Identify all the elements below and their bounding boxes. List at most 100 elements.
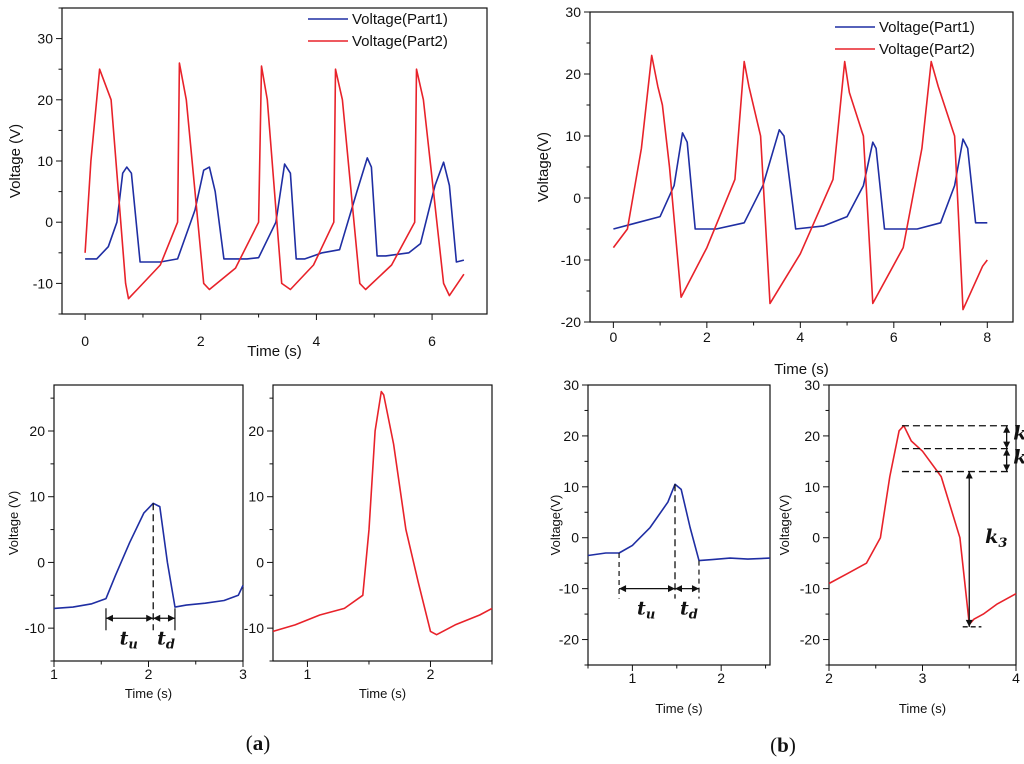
y-tick-label: -10 <box>25 620 45 636</box>
y-tick-label: 10 <box>248 489 264 505</box>
chart-a-bottom-right: 1 2 -10 0 10 20 Time (s) <box>244 384 493 701</box>
y-tick-label: 20 <box>248 423 264 439</box>
tu-label-sub: u <box>646 608 655 623</box>
y-tick-label: 20 <box>37 92 53 108</box>
legend-label: Voltage(Part1) <box>352 11 448 28</box>
y-tick-label: 20 <box>29 423 45 439</box>
y-tick-label: 0 <box>45 214 53 230</box>
y-axis-label: Voltage (V) <box>7 124 24 198</box>
x-tick-label: 4 <box>796 329 804 345</box>
y-tick-label: 0 <box>37 554 45 570</box>
panel-label-open: ( <box>770 733 777 757</box>
y-tick-label: 30 <box>804 377 820 393</box>
y-axis-label: Voltage(V) <box>535 132 552 202</box>
x-tick-label: 0 <box>609 329 617 345</box>
chart-b-bottom-left: 1 2 -20 -10 0 10 20 30 Time (s) Voltage(V) <box>548 377 771 716</box>
arrow-head <box>1003 464 1011 472</box>
k1-label-main: k <box>1013 423 1024 445</box>
x-tick-label: 6 <box>890 329 898 345</box>
y-tick-label: -20 <box>561 314 581 330</box>
x-tick-label: 3 <box>239 666 247 682</box>
k3-label-sub: 3 <box>998 536 1007 551</box>
tu-label: tu <box>120 627 138 652</box>
x-tick-label: 2 <box>197 333 205 349</box>
annotation-a-timing: tu td <box>105 503 176 652</box>
y-tick-label: 20 <box>565 66 581 82</box>
y-tick-label: 10 <box>29 489 45 505</box>
x-axis-label: Time (s) <box>655 701 702 716</box>
x-tick-label: 1 <box>50 666 58 682</box>
arrow-head <box>668 585 676 593</box>
td-label: td <box>680 598 698 623</box>
arrow-head <box>619 585 627 593</box>
plot-frame <box>61 7 488 315</box>
arrow-head <box>1003 425 1011 433</box>
tu-label-main: t <box>637 598 646 620</box>
series-line-trace <box>272 390 493 636</box>
arrow-head <box>146 614 154 622</box>
x-axis-label: Time (s) <box>359 686 406 701</box>
y-tick-label: 0 <box>256 554 264 570</box>
x-tick-label: 2 <box>717 670 725 686</box>
arrow-head <box>675 585 683 593</box>
plot-frame <box>587 384 771 666</box>
chart-b-bottom-right: 2 3 4 -20 -10 0 10 20 30 Time (s) Voltage(V) <box>777 377 1020 716</box>
y-tick-label: 20 <box>563 428 579 444</box>
td-label: td <box>157 627 175 652</box>
tu-label-main: t <box>120 627 129 649</box>
annotation-b-slopes: k1k2k3 <box>901 423 1024 628</box>
panel-label-a: (a) <box>246 731 271 755</box>
tu-label-sub: u <box>128 637 137 652</box>
x-tick-label: 1 <box>304 666 312 682</box>
x-tick-label: 2 <box>145 666 153 682</box>
k1-label: k1 <box>1013 423 1024 448</box>
y-tick-label: 10 <box>804 479 820 495</box>
x-tick-label: 4 <box>313 333 321 349</box>
x-tick-label: 0 <box>81 333 89 349</box>
panel-label-close: ) <box>263 731 270 755</box>
td-label-main: t <box>157 627 166 649</box>
y-tick-label: 0 <box>571 530 579 546</box>
y-tick-label: -20 <box>800 632 820 648</box>
k2-label-main: k <box>1013 447 1024 469</box>
y-axis-label: Voltage (V) <box>6 491 21 555</box>
arrow-head <box>1003 441 1011 449</box>
y-tick-label: -20 <box>559 632 579 648</box>
y-tick-label: 30 <box>565 4 581 20</box>
chart-a-top: 0 2 4 6 -10 0 10 20 30 Time (s) Voltage (V) Voltage… <box>7 7 488 360</box>
y-tick-label: 30 <box>37 31 53 47</box>
y-tick-label: -10 <box>800 581 820 597</box>
arrow-head <box>167 614 175 622</box>
legend-label: Voltage(Part2) <box>879 41 975 58</box>
x-tick-label: 6 <box>428 333 436 349</box>
td-label-main: t <box>680 598 689 620</box>
x-axis-label: Time (s) <box>899 701 946 716</box>
x-tick-label: 3 <box>919 670 927 686</box>
chart-b-top: 0 2 4 6 8 -20 -10 0 10 20 30 Time (s) Voltage(V) Volt… <box>535 4 1014 378</box>
panel-label-b: (b) <box>770 733 796 757</box>
arrow-head <box>965 619 973 627</box>
td-label-sub: d <box>689 608 698 623</box>
y-tick-label: 30 <box>563 377 579 393</box>
x-tick-label: 2 <box>427 666 435 682</box>
series-line-voltage-part1- <box>613 129 988 230</box>
y-tick-label: -10 <box>559 581 579 597</box>
x-axis-label: Time (s) <box>247 343 301 360</box>
y-tick-label: -10 <box>33 275 53 291</box>
y-axis-label: Voltage(V) <box>777 495 792 556</box>
td-label-sub: d <box>166 637 175 652</box>
panel-label-open: ( <box>246 731 253 755</box>
x-tick-label: 2 <box>703 329 711 345</box>
annotation-b-timing: tu td <box>618 484 700 623</box>
y-tick-label: 0 <box>573 190 581 206</box>
k3-label-main: k <box>985 526 998 548</box>
y-tick-label: 10 <box>565 128 581 144</box>
arrow-head <box>1003 448 1011 456</box>
y-axis-label: Voltage(V) <box>548 495 563 556</box>
series-line-voltage-part1- <box>85 157 465 263</box>
legend-label: Voltage(Part2) <box>352 33 448 50</box>
y-tick-label: 0 <box>812 530 820 546</box>
series-line-trace <box>53 502 244 610</box>
arrow-head <box>153 614 161 622</box>
plot-frame <box>589 11 1014 323</box>
